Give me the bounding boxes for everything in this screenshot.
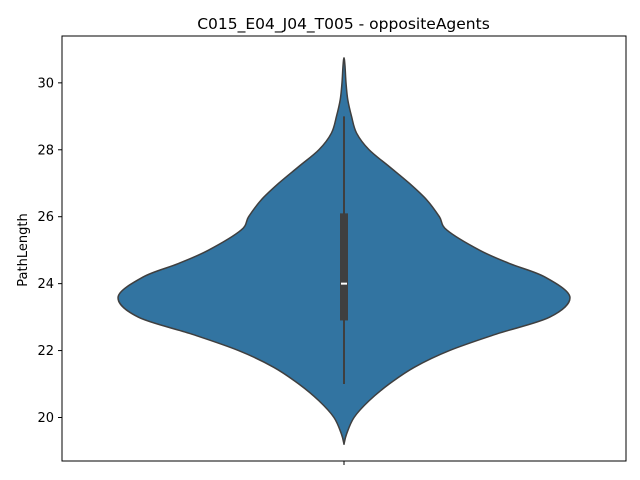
chart-title: C015_E04_J04_T005 - oppositeAgents xyxy=(197,15,490,34)
y-tick-label: 20 xyxy=(37,411,54,426)
y-tick-label: 24 xyxy=(37,277,54,292)
iqr-box xyxy=(340,213,348,321)
y-tick-label: 28 xyxy=(37,143,54,158)
y-axis-label: PathLength xyxy=(16,213,31,286)
y-tick-label: 22 xyxy=(37,344,54,359)
axes: 20 22 24 26 28 30 xyxy=(37,35,627,465)
y-tick-label: 26 xyxy=(37,210,54,225)
y-tick-label: 30 xyxy=(37,76,54,91)
plot-area xyxy=(117,57,571,446)
